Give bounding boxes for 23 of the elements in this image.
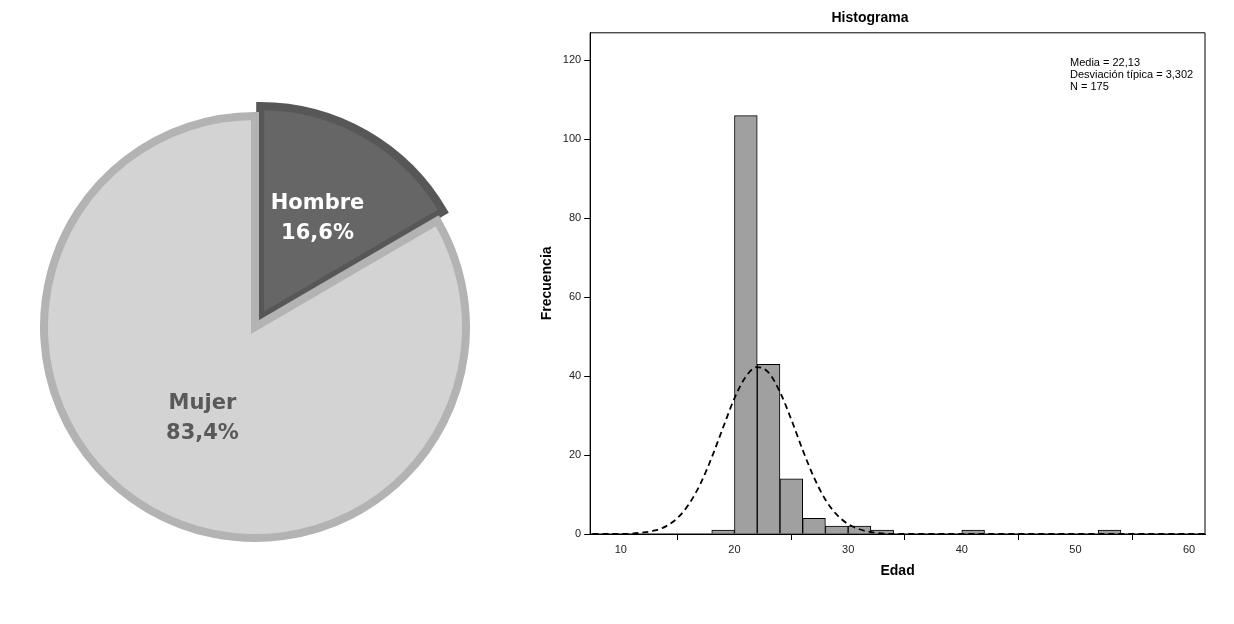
x-tick-label: 20 xyxy=(728,542,741,555)
y-tick-label: 60 xyxy=(568,290,582,303)
x-axis-title: Edad xyxy=(880,562,915,579)
x-tick-label: 10 xyxy=(614,542,627,555)
y-tick-label: 40 xyxy=(568,369,582,382)
annotation: Media = 22,13 xyxy=(1070,56,1141,69)
y-tick-label: 100 xyxy=(562,132,582,145)
y-tick-label: 80 xyxy=(568,211,582,224)
y-tick-label: 0 xyxy=(575,527,582,540)
y-axis-title: Frecuencia xyxy=(538,246,555,321)
data-label: 16,6% xyxy=(281,219,354,244)
y-tick-label: 120 xyxy=(562,53,582,66)
x-tick-label: 60 xyxy=(1182,542,1196,555)
data-label: 83,4% xyxy=(166,419,239,444)
annotation: N = 175 xyxy=(1070,80,1109,93)
x-tick-label: 50 xyxy=(1069,542,1082,555)
annotation: Desviación típica = 3,302 xyxy=(1070,68,1194,81)
slice-label: Mujer xyxy=(168,389,237,414)
y-tick-label: 20 xyxy=(568,448,582,461)
slice-label: Hombre xyxy=(270,189,365,214)
chart-title: Histograma xyxy=(831,9,909,26)
x-tick-label: 30 xyxy=(842,542,855,555)
x-tick-label: 40 xyxy=(955,542,968,555)
